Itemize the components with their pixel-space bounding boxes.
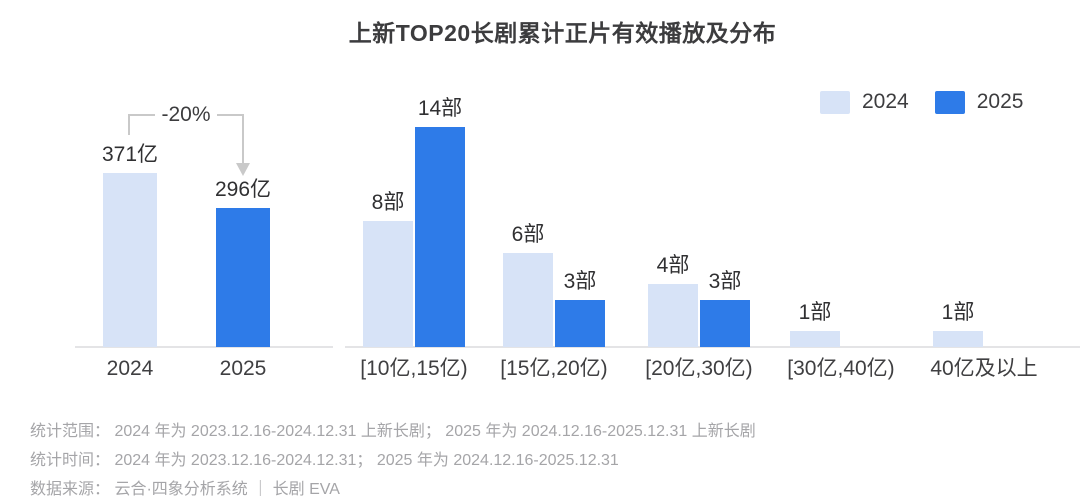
footnote-stat-range: 统计范围： 2024 年为 2023.12.16-2024.12.31 上新长剧…: [30, 423, 756, 440]
value-label-2024-g3: 1部: [798, 301, 832, 324]
annotation-left-tick: [128, 114, 130, 135]
axis-label-g1: [15亿,20亿): [500, 357, 608, 380]
value-label-2025-g1: 3部: [563, 270, 597, 293]
value-label-2024-g2: 4部: [656, 254, 690, 277]
legend-item-2024: 2024: [820, 90, 909, 114]
left-axis-line: [75, 346, 333, 348]
annotation-arrow-shaft: [242, 114, 244, 164]
axis-label-2024: 2024: [106, 357, 154, 380]
bar-2024-g0: [363, 221, 413, 347]
bar-2024-g1: [503, 253, 553, 347]
axis-label-g2: [20亿,30亿): [645, 357, 753, 380]
value-label-2025-g0: 14部: [417, 97, 463, 120]
annotation-arrowhead-icon: [236, 163, 250, 176]
bar-2024-g2: [648, 284, 698, 347]
bar-2024-g3: [790, 331, 840, 347]
footnotes: 统计范围： 2024 年为 2023.12.16-2024.12.31 上新长剧…: [30, 417, 756, 504]
bar-2025-g1: [555, 300, 605, 347]
legend-label-2025: 2025: [976, 90, 1024, 113]
value-label-2025-g2: 3部: [708, 270, 742, 293]
page-title: 上新TOP20长剧累计正片有效播放及分布: [348, 20, 777, 46]
bar-2025-g2: [700, 300, 750, 347]
bar-2024-g4: [933, 331, 983, 347]
bar-2025-g0: [415, 127, 465, 347]
footnote-stat-time: 统计时间： 2024 年为 2023.12.16-2024.12.31； 202…: [30, 452, 619, 469]
value-label-total-2024: 371亿: [101, 143, 159, 166]
axis-label-2025: 2025: [219, 357, 267, 380]
value-label-2024-g1: 6部: [511, 223, 545, 246]
bar-total-2025: [216, 208, 270, 347]
legend-item-2025: 2025: [934, 90, 1024, 114]
axis-label-g0: [10亿,15亿): [360, 357, 468, 380]
bar-total-2024: [103, 173, 157, 347]
legend-label-2024: 2024: [862, 90, 909, 113]
value-label-total-2025: 296亿: [214, 178, 272, 201]
axis-label-g3: [30亿,40亿): [787, 357, 895, 380]
legend-swatch-2025: [934, 90, 965, 114]
legend: 2024 2025: [820, 90, 1023, 114]
axis-label-g4: 40亿及以上: [930, 357, 1038, 380]
value-label-2024-g4: 1部: [941, 301, 975, 324]
decrease-annotation-label: -20%: [155, 103, 217, 126]
footnote-data-source: 数据来源： 云合·四象分析系统 ｜ 长剧 EVA: [30, 481, 340, 498]
annotation-label-wrap: -20%: [129, 102, 243, 128]
legend-swatch-2024: [820, 90, 850, 114]
value-label-2024-g0: 8部: [371, 191, 405, 214]
right-axis-line: [345, 346, 1080, 348]
